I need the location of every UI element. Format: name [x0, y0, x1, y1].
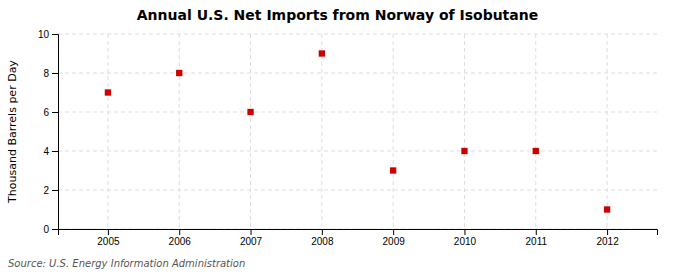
y-axis: 0 2 4 6 8 10: [38, 29, 59, 235]
x-tick-label: 2012: [596, 236, 619, 247]
y-grid-line: [58, 112, 657, 113]
y-tick-mark: [52, 73, 58, 74]
y-tick: 2: [43, 185, 58, 196]
y-tick-mark: [52, 151, 58, 152]
y-tick: 0: [43, 224, 58, 235]
x-tick-label: 2011: [526, 236, 548, 247]
x-grid-line: [607, 34, 608, 229]
x-tick: 2007: [240, 229, 263, 247]
grid: [58, 34, 657, 229]
x-grid-line: [250, 34, 251, 229]
point: [105, 89, 111, 95]
title: Annual U.S. Net Imports from Norway of I…: [137, 7, 538, 23]
x-tick-mark: [251, 229, 252, 235]
y-tick: 4: [43, 146, 58, 157]
y-tick-mark: [52, 112, 58, 113]
x-tick-label: 2007: [240, 236, 263, 247]
y-tick-label: 2: [43, 185, 49, 196]
y-tick-mark: [52, 190, 58, 191]
y-tick: 8: [43, 68, 58, 79]
y-tick-mark: [52, 229, 58, 230]
y-tick: 10: [38, 29, 58, 40]
y-grid-line: [58, 73, 657, 74]
x-tick-label: 2005: [97, 236, 120, 247]
y-tick-mark: [52, 34, 58, 35]
x-axis-line: [59, 230, 658, 236]
y-grid-line: [58, 151, 657, 152]
y-tick: 6: [43, 107, 58, 118]
x-axis: 2005 2006 2007 2008 2009 2010 2011 2012: [59, 229, 658, 247]
point: [319, 50, 325, 56]
x-tick-label: 2009: [383, 236, 406, 247]
points: [105, 50, 610, 212]
point: [533, 148, 539, 154]
point: [390, 167, 396, 173]
x-grid-line: [107, 34, 108, 229]
x-tick: 2008: [311, 229, 334, 247]
x-tick-mark: [322, 229, 323, 235]
point: [461, 148, 467, 154]
y-axis-title: Thousand Barrels per Day: [6, 60, 19, 204]
y-grid-line: [58, 34, 657, 35]
x-tick-mark: [393, 229, 394, 235]
x-tick: 2010: [454, 229, 477, 247]
y-tick-label: 8: [43, 68, 49, 79]
y-axis-line: [52, 35, 59, 230]
x-tick-mark: [607, 229, 608, 235]
x-tick: 2009: [383, 229, 406, 247]
y-grid-line: [58, 190, 657, 191]
x-grid-line: [393, 34, 394, 229]
chart: 2005 2006 2007 2008 2009 2010 2011 2012 0 2 4 6 8 10 A…: [0, 0, 675, 275]
x-tick-mark: [464, 229, 465, 235]
y-tick-label: 4: [43, 146, 49, 157]
point: [247, 109, 253, 115]
point: [604, 206, 610, 212]
x-grid-line: [179, 34, 180, 229]
x-tick-mark: [536, 229, 537, 235]
y-tick-label: 0: [43, 224, 49, 235]
x-tick: 2011: [526, 229, 548, 247]
x-grid-line: [321, 34, 322, 229]
source-note: Source: U.S. Energy Information Administ…: [8, 258, 245, 269]
x-tick-mark: [108, 229, 109, 235]
y-tick-label: 10: [38, 29, 50, 40]
x-tick-label: 2010: [454, 236, 477, 247]
point: [176, 70, 182, 76]
x-tick: 2006: [169, 229, 192, 247]
x-tick-label: 2008: [311, 236, 334, 247]
x-tick: 2005: [97, 229, 120, 247]
x-tick-label: 2006: [169, 236, 192, 247]
x-grid-line: [535, 34, 536, 229]
plot-area: 2005 2006 2007 2008 2009 2010 2011 2012 0 2 4 6 8 10: [38, 29, 658, 247]
x-tick-mark: [179, 229, 180, 235]
x-tick: 2012: [596, 229, 619, 247]
y-tick-label: 6: [43, 107, 49, 118]
x-grid-line: [464, 34, 465, 229]
